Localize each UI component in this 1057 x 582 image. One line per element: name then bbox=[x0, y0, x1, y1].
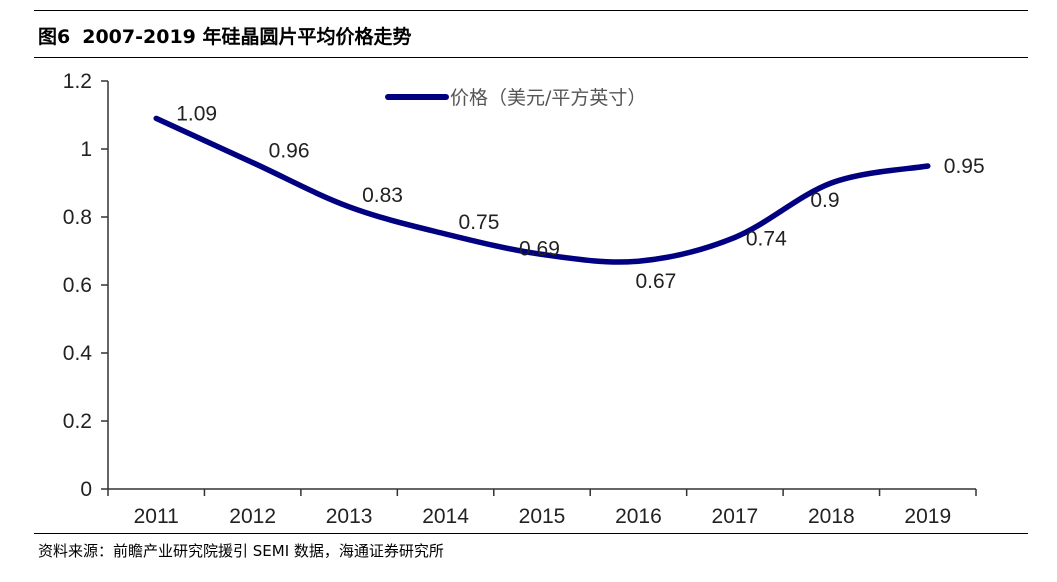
x-tick-label: 2012 bbox=[229, 505, 276, 528]
figure-title: 图6 2007-2019 年硅晶圆片平均价格走势 bbox=[38, 22, 424, 49]
x-tick-label: 2016 bbox=[615, 505, 662, 528]
top-rule bbox=[34, 10, 1028, 11]
data-point bbox=[732, 235, 737, 240]
data-label: 0.9 bbox=[810, 189, 839, 212]
data-point bbox=[347, 204, 352, 209]
data-label: 0.74 bbox=[746, 227, 787, 250]
x-tick-label: 2019 bbox=[904, 505, 951, 528]
bottom-rule bbox=[34, 533, 1028, 534]
data-point bbox=[636, 259, 641, 264]
y-tick-label: 0.4 bbox=[63, 342, 93, 365]
series-group bbox=[153, 115, 931, 265]
y-tick-labels: 0 0.2 0.4 0.6 0.8 1 1.2 bbox=[63, 70, 93, 501]
x-tick-label: 2014 bbox=[422, 505, 469, 528]
data-label: 0.95 bbox=[944, 155, 985, 178]
y-tick-label: 1 bbox=[80, 138, 92, 161]
y-tick-label: 0.8 bbox=[63, 206, 92, 229]
source-note: 资料来源：前瞻产业研究院援引 SEMI 数据，海通证券研究所 bbox=[38, 542, 444, 560]
x-tick-label: 2018 bbox=[808, 505, 855, 528]
y-tick-label: 0 bbox=[80, 478, 92, 501]
x-tick-label: 2013 bbox=[326, 505, 373, 528]
legend-entry: 价格（美元/平方英寸） bbox=[450, 87, 646, 109]
data-label: 0.67 bbox=[635, 270, 676, 293]
chart-axes bbox=[101, 80, 977, 496]
data-point bbox=[154, 116, 159, 121]
data-label: 0.96 bbox=[269, 140, 310, 163]
chart-legend: 价格（美元/平方英寸） bbox=[385, 87, 646, 109]
x-tick-label: 2015 bbox=[519, 505, 566, 528]
data-point bbox=[925, 164, 930, 169]
data-label: 1.09 bbox=[176, 102, 217, 125]
data-labels: 1.09 0.96 0.83 0.75 0.69 0.67 0.74 0.9 0.95 bbox=[176, 102, 984, 293]
data-label: 0.83 bbox=[362, 184, 403, 207]
data-label: 0.75 bbox=[459, 211, 500, 234]
data-point bbox=[250, 160, 255, 165]
y-tick-label: 0.2 bbox=[63, 410, 92, 433]
figure-number: 图6 bbox=[38, 26, 71, 48]
data-point bbox=[443, 232, 448, 237]
data-point bbox=[829, 181, 834, 186]
title-rule bbox=[34, 57, 1028, 58]
series-line bbox=[153, 115, 931, 265]
figure-title-text: 2007-2019 年硅晶圆片平均价格走势 bbox=[82, 26, 412, 48]
x-tick-label: 2017 bbox=[712, 505, 759, 528]
y-tick-label: 1.2 bbox=[63, 70, 92, 93]
x-tick-labels: 2011 2012 2013 2014 2015 2016 2017 2018 2019 bbox=[134, 505, 952, 528]
data-label: 0.69 bbox=[519, 237, 560, 260]
x-tick-label: 2011 bbox=[134, 505, 179, 528]
y-tick-label: 0.6 bbox=[63, 274, 92, 297]
